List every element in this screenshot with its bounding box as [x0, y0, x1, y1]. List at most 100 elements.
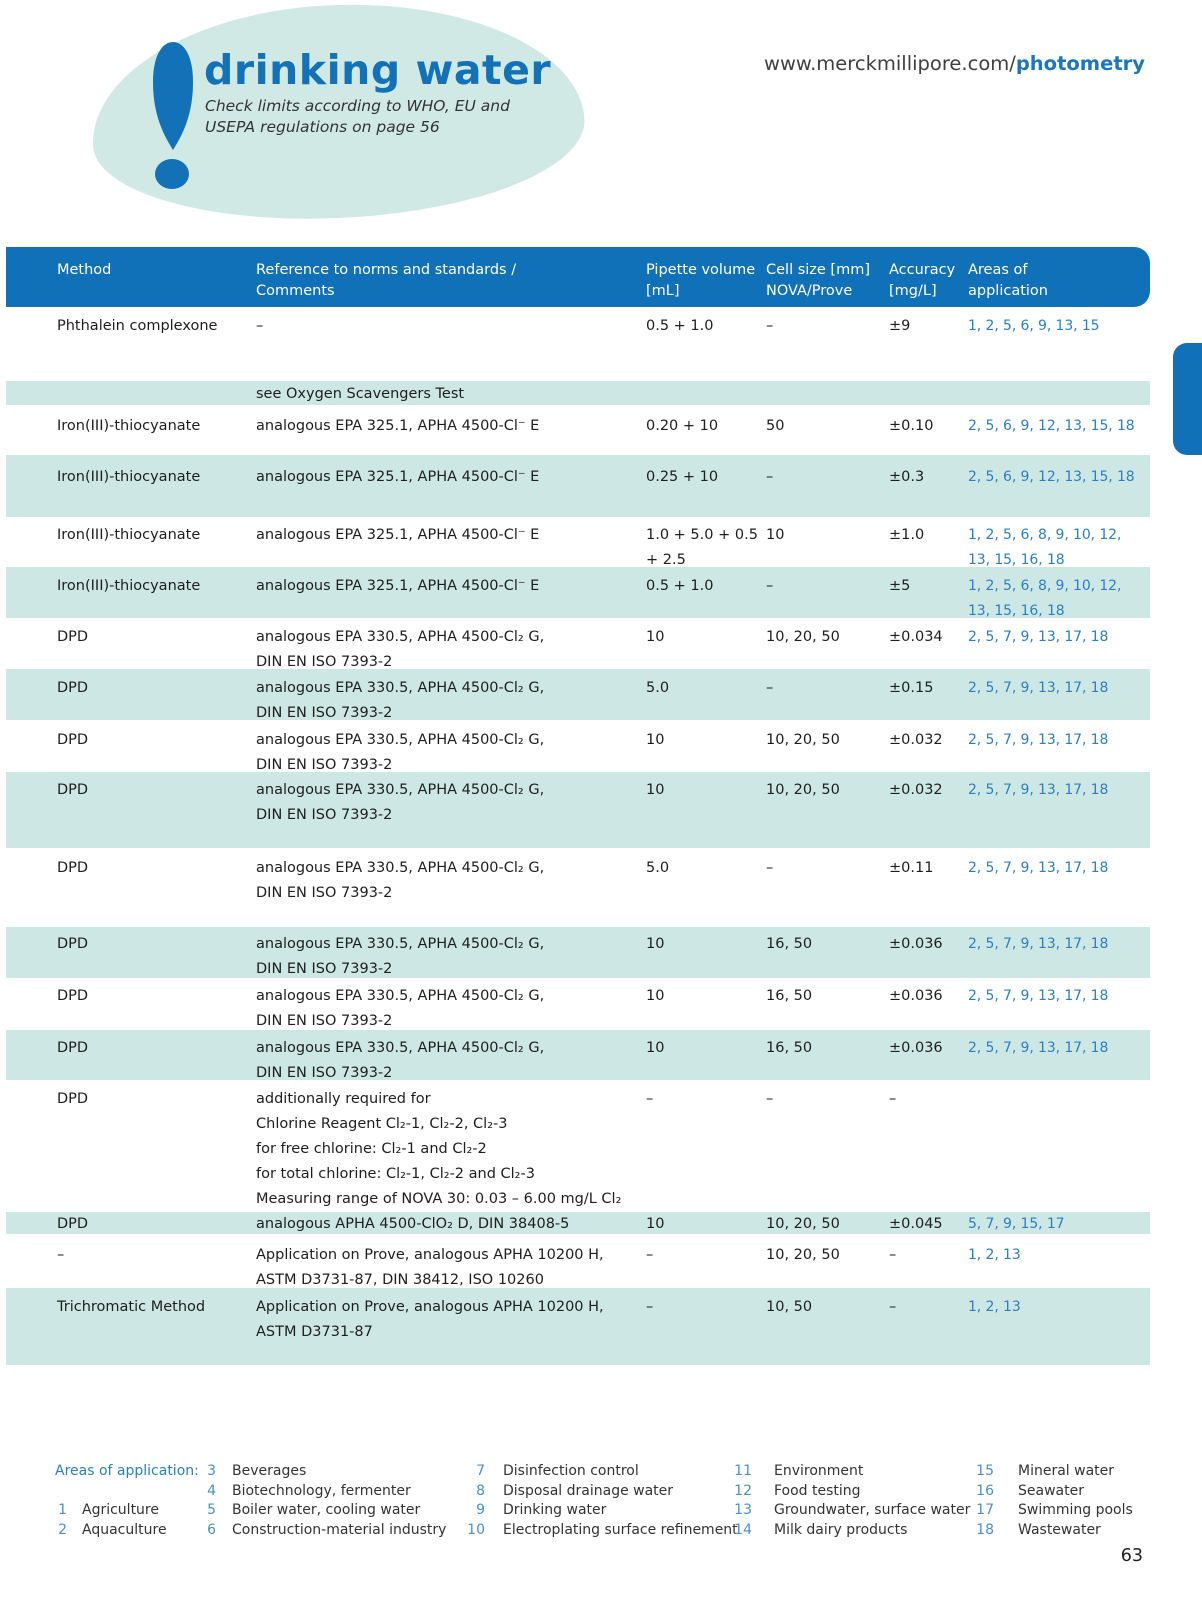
table-row: Iron(III)-thiocyanate analogous EPA 325.1…: [6, 455, 1150, 517]
legend-item: 7 Disinfection control: [463, 1462, 738, 1482]
legend-number: 8: [476, 1482, 485, 1499]
legend-label: Beverages: [232, 1463, 307, 1479]
legend-number: 13: [734, 1502, 752, 1519]
cell-cell: –: [766, 680, 774, 696]
table-body: Phthalein complexone – 0.5 + 1.0 – ±9 1, 2, 5…: [6, 307, 1150, 1365]
cell-cell: 10, 20, 50: [766, 782, 840, 798]
cell-cell: 10, 20, 50: [766, 1216, 840, 1232]
legend-item: 15 Mineral water: [972, 1462, 1133, 1482]
cell-pipette: 10: [646, 782, 665, 798]
column-header-pipette-volume: Pipette volume [mL]: [646, 262, 756, 299]
legend-number: 11: [734, 1463, 752, 1479]
table-row: DPD analogous EPA 330.5, APHA 4500-Cl₂ G,…: [6, 669, 1150, 721]
table-row: DPD analogous APHA 4500-ClO₂ D, DIN 38408…: [6, 1212, 1150, 1234]
legend-label: Electroplating surface refinement: [503, 1522, 738, 1539]
legend-item: 12 Food testing: [730, 1482, 970, 1502]
legend-title: Areas of application:: [55, 1463, 199, 1479]
cell-comments: analogous EPA 330.5, APHA 4500-Cl₂ G, DIN…: [256, 936, 545, 977]
cell-cell: –: [766, 578, 774, 594]
legend-number: 2: [58, 1522, 67, 1539]
cell-cell: 10, 20, 50: [766, 732, 840, 748]
table-header-row: Method Reference to norms and standards …: [6, 247, 1150, 307]
cell-areas: 1, 2, 5, 6, 9, 13, 15: [968, 318, 1100, 334]
cell-method: –: [57, 1247, 65, 1263]
cell-comments: analogous EPA 325.1, APHA 4500-Cl⁻ E: [256, 469, 540, 485]
legend-item: 4 Biotechnology, fermenter: [196, 1482, 446, 1502]
legend-item: 3 Beverages: [196, 1462, 446, 1482]
legend-number: 17: [976, 1502, 994, 1519]
cell-pipette: 1.0 + 5.0 + 0.5 + 2.5: [646, 527, 758, 568]
cell-comments: analogous EPA 330.5, APHA 4500-Cl₂ G, DIN…: [256, 860, 545, 901]
cell-pipette: 0.25 + 10: [646, 469, 719, 485]
legend-label: Disinfection control: [503, 1463, 639, 1479]
cell-accuracy: ±0.034: [889, 629, 943, 645]
logo-subtitle: Check limits according to WHO, EU and US…: [205, 96, 510, 138]
cell-areas: 2, 5, 7, 9, 13, 17, 18: [968, 680, 1109, 696]
cell-accuracy: ±0.032: [889, 732, 943, 748]
cell-areas: 2, 5, 6, 9, 12, 13, 15, 18: [968, 418, 1135, 434]
table-row: DPD analogous EPA 330.5, APHA 4500-Cl₂ G,…: [6, 978, 1150, 1030]
legend-item: 8 Disposal drainage water: [463, 1482, 738, 1502]
cell-comments: analogous EPA 330.5, APHA 4500-Cl₂ G, DIN…: [256, 680, 545, 721]
legend-column: 7 Disinfection control 8 Disposal drainage …: [463, 1462, 738, 1541]
table-row: DPD analogous EPA 330.5, APHA 4500-Cl₂ G,…: [6, 618, 1150, 670]
legend-column: 11 Environment 12 Food testing 13 Groundwater…: [730, 1462, 970, 1541]
legend-number: 14: [734, 1522, 752, 1539]
cell-pipette: –: [646, 1247, 654, 1263]
chapter-tab: [1173, 343, 1202, 455]
cell-pipette: 0.5 + 1.0: [646, 578, 714, 594]
cell-method: DPD: [57, 732, 89, 748]
cell-areas: 1, 2, 13: [968, 1299, 1021, 1315]
legend-item: 13 Groundwater, surface water: [730, 1501, 970, 1521]
cell-areas: 2, 5, 7, 9, 13, 17, 18: [968, 860, 1109, 876]
legend-label: Boiler water, cooling water: [232, 1502, 421, 1519]
cell-accuracy: ±1.0: [889, 527, 925, 543]
column-header-areas: Areas of application: [968, 262, 1048, 299]
column-header-cell-size: Cell size [mm] NOVA/Prove: [766, 262, 870, 299]
table-row: see Oxygen Scavengers Test: [6, 381, 1150, 405]
cell-comments: analogous EPA 325.1, APHA 4500-Cl⁻ E: [256, 578, 540, 594]
cell-method: DPD: [57, 1216, 89, 1232]
cell-pipette: 0.20 + 10: [646, 418, 719, 434]
cell-method: DPD: [57, 629, 89, 645]
cell-cell: 16, 50: [766, 988, 813, 1004]
cell-accuracy: ±5: [889, 578, 911, 594]
legend-item: 14 Milk dairy products: [730, 1521, 970, 1541]
cell-comments: –: [256, 318, 264, 334]
cell-method: DPD: [57, 1091, 89, 1107]
table-row: Iron(III)-thiocyanate analogous EPA 325.1…: [6, 517, 1150, 568]
cell-comments: analogous EPA 325.1, APHA 4500-Cl⁻ E: [256, 527, 540, 543]
cell-comments: analogous EPA 330.5, APHA 4500-Cl₂ G, DIN…: [256, 782, 545, 823]
legend-number: 6: [207, 1522, 216, 1539]
legend-label: Swimming pools: [1018, 1502, 1133, 1519]
logo-subtitle-line2: USEPA regulations on page 56: [205, 118, 440, 136]
website-link[interactable]: www.merckmillipore.com/photometry: [764, 52, 1145, 75]
column-header-reference: Reference to norms and standards / Commen…: [256, 262, 517, 299]
areas-of-application-legend: Areas of application: 1 Agriculture 2 Aquacu…: [0, 1462, 1202, 1552]
cell-areas: 2, 5, 7, 9, 13, 17, 18: [968, 988, 1109, 1004]
table-row: DPD analogous EPA 330.5, APHA 4500-Cl₂ G,…: [6, 1030, 1150, 1081]
cell-method: DPD: [57, 988, 89, 1004]
cell-areas: 5, 7, 9, 15, 17: [968, 1216, 1065, 1232]
legend-label: Milk dairy products: [774, 1522, 908, 1539]
table-row: – Application on Prove, analogous APHA 10…: [6, 1234, 1150, 1288]
exclamation-icon: [153, 42, 193, 189]
cell-pipette: 0.5 + 1.0: [646, 318, 714, 334]
legend-label: Agriculture: [82, 1502, 159, 1519]
legend-number: 12: [734, 1482, 752, 1499]
legend-label: Drinking water: [503, 1502, 607, 1519]
cell-areas: 2, 5, 7, 9, 13, 17, 18: [968, 1040, 1109, 1056]
table-row: Iron(III)-thiocyanate analogous EPA 325.1…: [6, 405, 1150, 455]
cell-comments: analogous EPA 330.5, APHA 4500-Cl₂ G, DIN…: [256, 732, 545, 773]
legend-label: Biotechnology, fermenter: [232, 1482, 411, 1499]
cell-cell: 10: [766, 527, 785, 543]
cell-areas: 2, 5, 7, 9, 13, 17, 18: [968, 732, 1109, 748]
legend-item: 1 Agriculture: [55, 1501, 199, 1521]
table-row: DPD additionally required for Chlorine Rea…: [6, 1080, 1150, 1212]
legend-number: 5: [207, 1502, 216, 1519]
legend-label: Construction-material industry: [232, 1522, 447, 1539]
legend-item: 9 Drinking water: [463, 1501, 738, 1521]
table-row: Phthalein complexone – 0.5 + 1.0 – ±9 1, 2, 5…: [6, 307, 1150, 381]
cell-accuracy: ±0.036: [889, 936, 943, 952]
cell-pipette: –: [646, 1299, 654, 1315]
